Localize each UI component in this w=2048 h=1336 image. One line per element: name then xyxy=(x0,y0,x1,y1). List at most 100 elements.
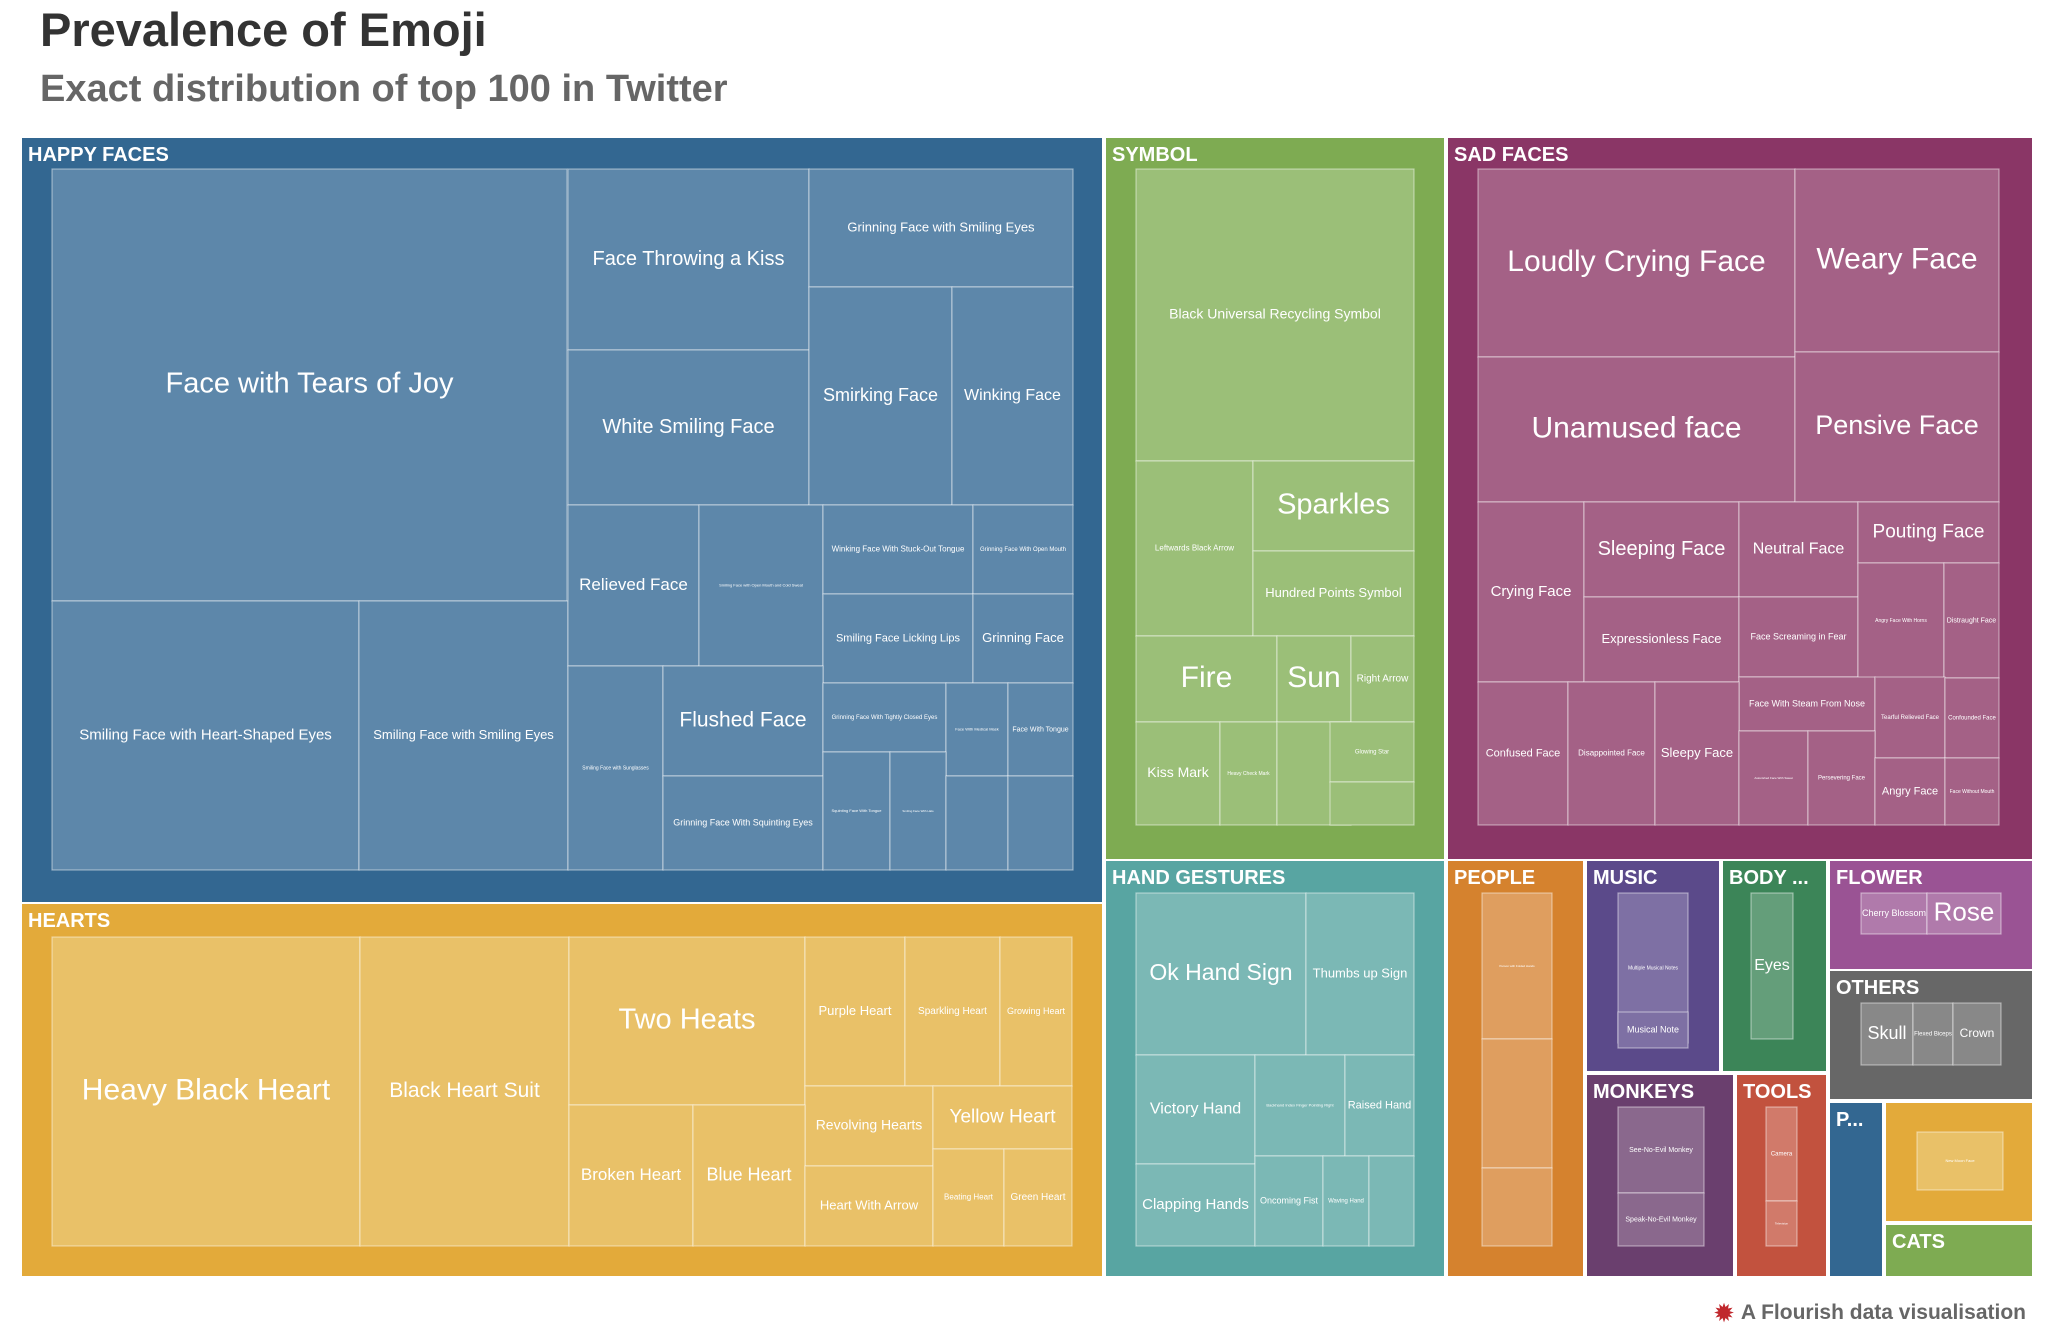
group-hand-gestures[interactable]: HAND GESTURES Ok Hand Sign Thumbs up Sign V… xyxy=(1104,859,1446,1278)
tile-rect[interactable] xyxy=(804,936,906,1087)
tile-thumbs-up-sign[interactable]: Thumbs up Sign xyxy=(1305,892,1415,1056)
tile-rect[interactable] xyxy=(1738,730,1809,826)
tile-fire[interactable]: Fire xyxy=(1135,635,1278,723)
tile-rect[interactable] xyxy=(1344,1054,1415,1157)
tile-relieved-face[interactable]: Relieved Face xyxy=(567,504,700,667)
tile-grinning-face-with-tightly-closed-eyes[interactable]: Grinning Face With Tightly Closed Eyes xyxy=(822,682,947,753)
group-symbol[interactable]: SYMBOL Black Universal Recycling Symbol Le… xyxy=(1104,136,1446,861)
tile-green-heart[interactable]: Green Heart xyxy=(1003,1148,1073,1247)
tile-rect[interactable] xyxy=(1874,757,1946,826)
tile-rect[interactable] xyxy=(1916,1131,2004,1191)
tile-rect[interactable] xyxy=(1135,721,1221,826)
tile-rect[interactable] xyxy=(932,1085,1073,1150)
tile-clapping-hands[interactable]: Clapping Hands xyxy=(1135,1163,1256,1247)
tile-rect[interactable] xyxy=(808,286,953,506)
tile-face-screaming-in-fear[interactable]: Face Screaming in Fear xyxy=(1738,596,1859,678)
tile-rect[interactable] xyxy=(1567,681,1656,826)
group-flower[interactable]: FLOWER Cherry Blossom Rose xyxy=(1828,859,2034,971)
group-box-unnamed[interactable] xyxy=(1884,1101,2034,1223)
tile-rect[interactable] xyxy=(1794,351,2000,503)
tile-grimacing-face[interactable] xyxy=(945,775,1009,871)
tile-crown[interactable]: Crown xyxy=(1952,1002,2002,1066)
tile-rect[interactable] xyxy=(1765,1200,1798,1247)
tile-rect[interactable] xyxy=(1329,721,1415,783)
tile-rect[interactable] xyxy=(1944,677,2000,759)
group-hearts[interactable]: HEARTS Heavy Black Heart Black Heart Suit T… xyxy=(20,902,1104,1278)
tile-grinning-face-with-smiling-eyes[interactable]: Grinning Face with Smiling Eyes xyxy=(808,168,1074,288)
tile-neutral-face[interactable]: Neutral Face xyxy=(1738,501,1859,598)
group-p[interactable]: P... xyxy=(1828,1101,1884,1278)
tile-rect[interactable] xyxy=(51,600,360,871)
tile-rect[interactable] xyxy=(1252,550,1415,637)
tile-rect[interactable] xyxy=(1368,1155,1415,1247)
tile-smirking-face[interactable]: Smirking Face xyxy=(808,286,953,506)
tile-heavy-black-heart[interactable]: Heavy Black Heart xyxy=(51,936,361,1247)
tile-rect[interactable] xyxy=(1738,501,1859,598)
tile-rect[interactable] xyxy=(1252,460,1415,552)
tile-rect[interactable] xyxy=(822,504,974,595)
tile-musical-note[interactable]: Musical Note xyxy=(1617,1011,1689,1049)
tile-rect[interactable] xyxy=(568,1104,694,1247)
tile-sleeping-face[interactable]: Sleeping Face xyxy=(1583,501,1740,598)
tile-cherry-blossom[interactable]: Cherry Blossom xyxy=(1860,892,1928,935)
tile-right-arrow[interactable]: Right Arrow xyxy=(1350,635,1415,723)
tile-rect[interactable] xyxy=(1944,757,2000,826)
tile-rect[interactable] xyxy=(1857,501,2000,564)
tile-rect[interactable] xyxy=(1943,562,2000,679)
tile-rect[interactable] xyxy=(662,665,824,777)
tile-astonished-face-with-sweat[interactable]: Astonished Face With Sweat xyxy=(1738,730,1809,826)
group-cats[interactable]: CATS xyxy=(1884,1223,2034,1278)
tile-heavy-check-mark[interactable]: Heavy Check Mark xyxy=(1219,721,1278,826)
tile-backhand-index-finger-pointing-right[interactable]: Backhand Index Finger Pointing Right xyxy=(1254,1054,1346,1157)
tile-rect[interactable] xyxy=(1738,596,1859,678)
tile-rect[interactable] xyxy=(808,168,1074,288)
tile-angry-face[interactable]: Angry Face xyxy=(1874,757,1946,826)
tile-kiss-mark[interactable]: Kiss Mark xyxy=(1135,721,1221,826)
tile-loudly-crying-face[interactable]: Loudly Crying Face xyxy=(1477,168,1796,358)
tile-revolving-hearts[interactable]: Revolving Hearts xyxy=(804,1085,934,1167)
tile-speak-no-evil-monkey[interactable]: Speak-No-Evil Monkey xyxy=(1617,1192,1705,1247)
tile-leftwards-black-arrow[interactable]: Leftwards Black Arrow xyxy=(1135,460,1254,637)
tile-flexed-biceps[interactable]: Flexed Biceps xyxy=(1912,1002,1954,1066)
tile-rose[interactable]: Rose xyxy=(1926,892,2002,935)
tile-weary-face[interactable]: Weary Face xyxy=(1794,168,2000,353)
tile-rect[interactable] xyxy=(972,593,1074,684)
tile-rect[interactable] xyxy=(1912,1002,1954,1066)
tile-rect[interactable] xyxy=(1952,1002,2002,1066)
tile-distraught-face[interactable]: Distraught Face xyxy=(1943,562,2000,679)
tile-tearful-relieved-face[interactable]: Tearful Relieved Face xyxy=(1874,676,1946,759)
tile-rect[interactable] xyxy=(51,168,568,602)
tile-hundred-points-symbol[interactable]: Hundred Points Symbol xyxy=(1252,550,1415,637)
tile-rect[interactable] xyxy=(1477,681,1569,826)
tile-new-moon-face[interactable]: New Moon Face xyxy=(1916,1131,2004,1191)
tile-rect[interactable] xyxy=(1007,775,1074,871)
group-tools[interactable]: TOOLS Camera Television xyxy=(1735,1073,1828,1278)
tile-confounded-face[interactable]: Confounded Face xyxy=(1944,677,2000,759)
flourish-credit[interactable]: ✹ A Flourish data visualisation xyxy=(1713,1300,2026,1326)
group-body[interactable]: BODY ... Eyes xyxy=(1721,859,1828,1073)
tile-rect[interactable] xyxy=(1807,730,1876,826)
tile-confused-face[interactable]: Confused Face xyxy=(1477,681,1569,826)
tile-rect[interactable] xyxy=(1750,892,1794,1040)
tile-rect[interactable] xyxy=(567,168,810,351)
tile-rect[interactable] xyxy=(822,593,974,684)
tile-glowing-star[interactable]: Glowing Star xyxy=(1329,721,1415,783)
tile-ok-hand-sign[interactable]: Ok Hand Sign xyxy=(1135,892,1307,1056)
tile-symbol-11[interactable] xyxy=(1329,781,1415,826)
tile-smiling-face-with-halo[interactable]: Smiling Face With Halo xyxy=(889,751,947,871)
group-box-p[interactable] xyxy=(1828,1101,1884,1278)
tile-sparkles[interactable]: Sparkles xyxy=(1252,460,1415,552)
tile-grinning-face[interactable]: Grinning Face xyxy=(972,593,1074,684)
tile-rect[interactable] xyxy=(1477,356,1796,503)
tile-grinning-face-with-squinting-eyes[interactable]: Grinning Face With Squinting Eyes xyxy=(662,775,824,871)
tile-rect[interactable] xyxy=(567,504,700,667)
tile-rect[interactable] xyxy=(1857,562,1945,679)
tile-rect[interactable] xyxy=(932,1148,1005,1247)
tile-oncoming-fist[interactable]: Oncoming Fist xyxy=(1254,1155,1324,1247)
tile-camera[interactable]: Camera xyxy=(1765,1106,1798,1202)
tile-black-heart-suit[interactable]: Black Heart Suit xyxy=(359,936,570,1247)
tile-rect[interactable] xyxy=(1617,1011,1689,1049)
tile-rect[interactable] xyxy=(972,504,1074,595)
tile-face-without-mouth[interactable]: Face Without Mouth xyxy=(1944,757,2000,826)
group-monkeys[interactable]: MONKEYS See-No-Evil Monkey Speak-No-Evil M… xyxy=(1585,1073,1735,1278)
